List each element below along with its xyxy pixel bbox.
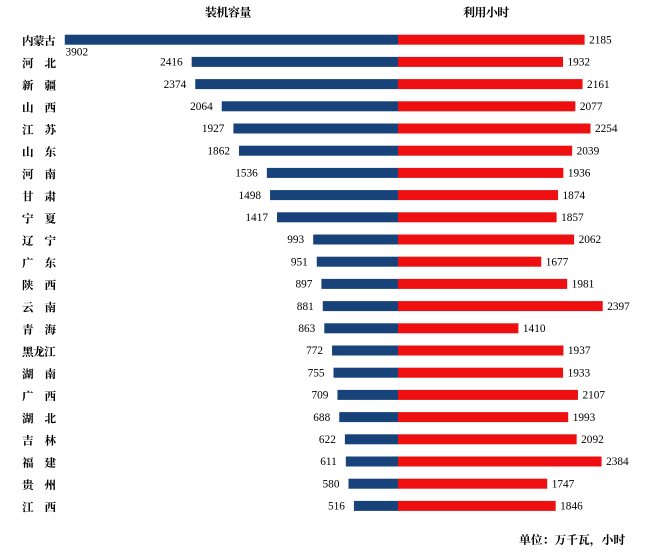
svg-text:1932: 1932: [567, 57, 590, 69]
svg-text:1677: 1677: [546, 256, 569, 268]
svg-text:2374: 2374: [164, 79, 187, 91]
svg-text:2062: 2062: [579, 234, 602, 246]
svg-text:688: 688: [313, 412, 330, 424]
svg-text:2064: 2064: [190, 101, 213, 113]
svg-text:1981: 1981: [572, 279, 595, 291]
svg-text:1927: 1927: [202, 123, 225, 135]
svg-text:993: 993: [287, 234, 304, 246]
svg-text:1536: 1536: [235, 168, 258, 180]
svg-text:1498: 1498: [238, 190, 261, 202]
svg-text:611: 611: [320, 456, 337, 468]
svg-text:580: 580: [323, 478, 340, 490]
svg-text:1933: 1933: [568, 367, 591, 379]
svg-text:863: 863: [298, 323, 315, 335]
svg-text:2397: 2397: [607, 301, 630, 313]
svg-text:2092: 2092: [581, 434, 604, 446]
svg-text:2107: 2107: [582, 390, 605, 402]
svg-text:2039: 2039: [577, 145, 600, 157]
svg-text:1747: 1747: [552, 478, 575, 490]
svg-text:755: 755: [308, 367, 325, 379]
svg-text:951: 951: [291, 256, 308, 268]
svg-text:1993: 1993: [573, 412, 596, 424]
svg-text:1857: 1857: [561, 212, 584, 224]
svg-text:881: 881: [297, 301, 314, 313]
svg-text:1937: 1937: [568, 345, 591, 357]
svg-text:897: 897: [295, 279, 312, 291]
svg-text:2254: 2254: [595, 123, 618, 135]
svg-text:2185: 2185: [589, 34, 612, 46]
svg-text:622: 622: [319, 434, 336, 446]
svg-text:709: 709: [311, 390, 328, 402]
svg-text:1417: 1417: [245, 212, 268, 224]
svg-text:2416: 2416: [160, 57, 183, 69]
svg-text:1846: 1846: [560, 501, 583, 513]
svg-text:3902: 3902: [66, 47, 89, 59]
svg-text:1862: 1862: [207, 145, 230, 157]
svg-text:516: 516: [328, 501, 345, 513]
svg-text:1936: 1936: [568, 168, 591, 180]
svg-text:1874: 1874: [563, 190, 586, 202]
svg-text:772: 772: [306, 345, 323, 357]
svg-text:2077: 2077: [580, 101, 603, 113]
svg-text:2384: 2384: [606, 456, 629, 468]
svg-text:1410: 1410: [523, 323, 546, 335]
svg-text:2161: 2161: [587, 79, 610, 91]
